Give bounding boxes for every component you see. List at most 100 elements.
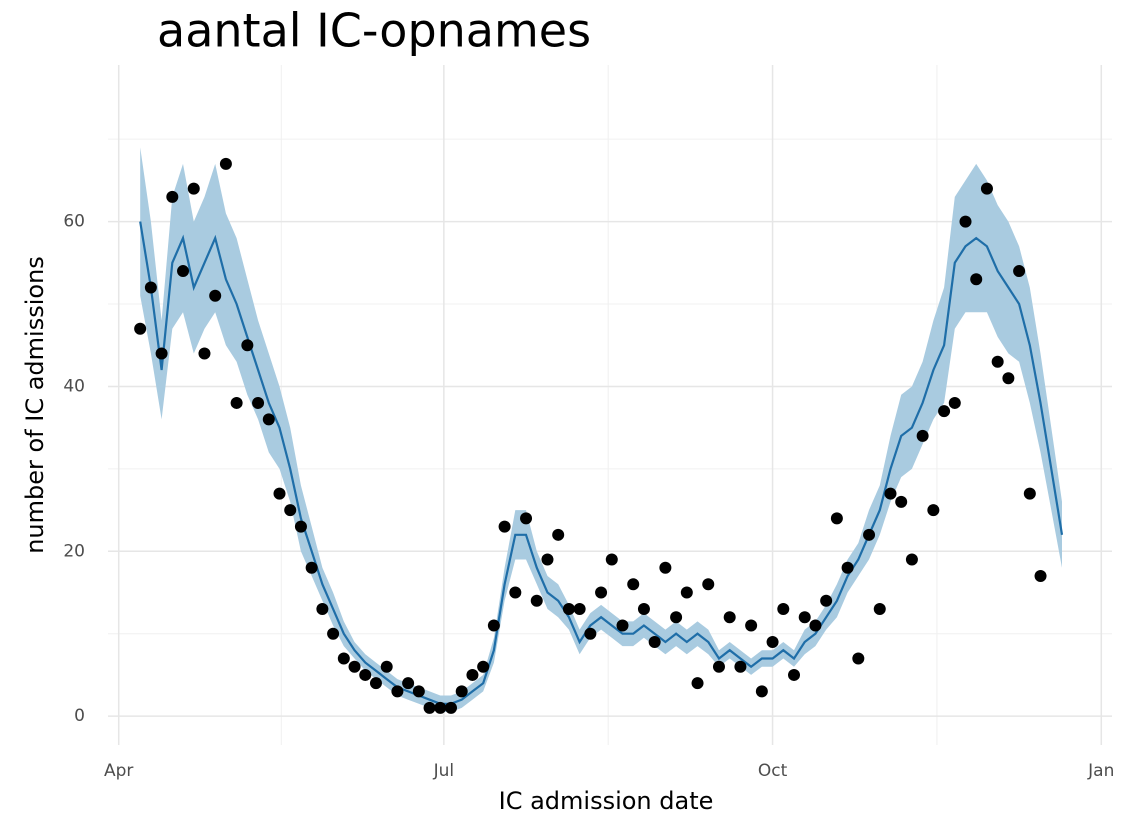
confidence-band — [140, 147, 1062, 712]
data-point — [820, 594, 833, 607]
data-point — [552, 528, 565, 541]
data-point — [434, 701, 447, 714]
data-point — [659, 561, 672, 574]
data-point — [455, 685, 468, 698]
data-point — [637, 603, 650, 615]
data-point — [487, 619, 500, 632]
data-point — [252, 396, 265, 409]
x-axis-title: IC admission date — [499, 787, 714, 815]
y-tick-label: 20 — [63, 541, 85, 561]
data-point — [916, 429, 929, 442]
data-point — [959, 215, 972, 228]
data-point — [241, 339, 254, 352]
data-point — [284, 504, 297, 517]
data-point — [134, 322, 147, 335]
y-tick-label: 60 — [63, 212, 85, 232]
data-point — [863, 528, 876, 541]
data-point — [187, 182, 200, 195]
data-point — [734, 660, 747, 673]
data-point — [680, 586, 693, 599]
data-point — [1034, 570, 1047, 583]
data-point — [938, 405, 951, 418]
data-point — [595, 586, 608, 599]
data-point — [991, 355, 1004, 368]
data-point — [305, 561, 318, 574]
x-tick-label: Jan — [1087, 761, 1114, 781]
y-tick-label: 40 — [63, 376, 85, 396]
data-point — [927, 504, 940, 517]
data-point — [466, 668, 479, 681]
data-point — [852, 652, 865, 665]
data-point — [562, 603, 575, 615]
data-point — [873, 603, 886, 615]
data-point — [498, 520, 511, 533]
data-point — [541, 553, 554, 566]
data-point — [809, 619, 822, 632]
data-point — [627, 578, 640, 591]
data-point — [198, 347, 211, 360]
x-tick-label: Apr — [104, 761, 133, 781]
data-point — [788, 668, 801, 681]
x-tick-label: Oct — [758, 761, 788, 781]
data-point — [380, 660, 393, 673]
data-point — [755, 685, 768, 698]
data-point — [573, 603, 586, 615]
data-point — [177, 265, 190, 278]
data-point — [369, 677, 382, 690]
data-point — [359, 668, 372, 681]
data-point — [884, 487, 897, 500]
data-point — [1013, 265, 1026, 278]
data-point — [327, 627, 340, 640]
data-point — [745, 619, 758, 632]
data-point — [798, 611, 811, 624]
data-point — [219, 157, 232, 170]
data-point — [166, 190, 179, 203]
data-point — [605, 553, 618, 566]
marks — [134, 147, 1064, 714]
data-point — [273, 487, 286, 500]
data-point — [509, 586, 522, 599]
fit-line — [139, 221, 1064, 705]
data-point — [691, 677, 704, 690]
data-point — [423, 701, 436, 714]
data-point — [294, 520, 307, 533]
data-point — [895, 495, 908, 508]
data-point — [155, 347, 168, 360]
data-point — [841, 561, 854, 574]
data-point — [477, 660, 490, 673]
data-point — [670, 611, 683, 624]
data-point — [777, 603, 790, 615]
data-point — [530, 594, 543, 607]
data-point — [948, 396, 961, 409]
data-point — [648, 635, 661, 648]
data-point — [712, 660, 725, 673]
data-point — [584, 627, 597, 640]
x-tick-label: Jul — [433, 761, 455, 781]
y-axis-title: number of IC admissions — [21, 256, 49, 554]
data-point — [970, 273, 983, 286]
data-point — [520, 512, 533, 525]
data-point — [702, 578, 715, 591]
data-point — [830, 512, 843, 525]
data-point — [1002, 372, 1015, 385]
chart-title: aantal IC-opnames — [157, 4, 591, 58]
data-point — [445, 701, 458, 714]
data-point — [316, 603, 329, 615]
data-point — [723, 611, 736, 624]
data-point — [766, 635, 779, 648]
data-point — [616, 619, 629, 632]
data-point — [402, 677, 415, 690]
data-point — [412, 685, 425, 698]
data-point — [209, 289, 222, 302]
y-tick-label: 0 — [74, 706, 85, 726]
data-point — [348, 660, 361, 673]
data-point — [1023, 487, 1036, 500]
data-point — [230, 396, 243, 409]
data-point — [337, 652, 350, 665]
data-point — [980, 182, 993, 195]
data-point — [905, 553, 918, 566]
data-point — [391, 685, 404, 698]
